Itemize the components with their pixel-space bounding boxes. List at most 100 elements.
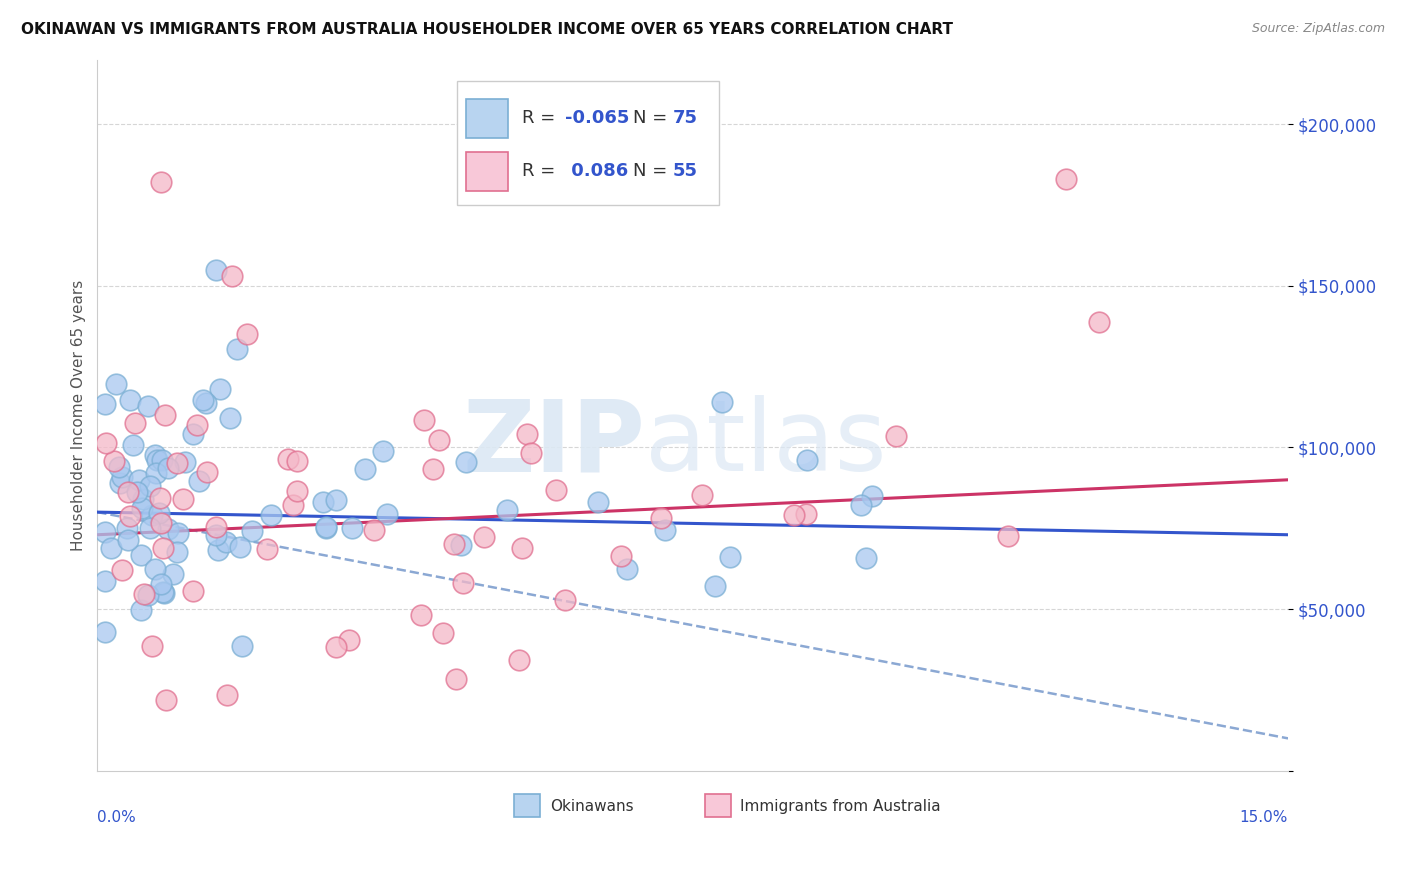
Point xyxy=(508,653,530,667)
Point xyxy=(117,484,139,499)
Point xyxy=(315,521,337,535)
Point xyxy=(231,639,253,653)
Point xyxy=(103,454,125,468)
Point xyxy=(152,585,174,599)
Point xyxy=(194,395,217,409)
Point xyxy=(450,538,472,552)
Point xyxy=(412,413,434,427)
Point xyxy=(221,269,243,284)
Text: 0.086: 0.086 xyxy=(565,162,628,180)
Text: 55: 55 xyxy=(672,162,697,180)
Point xyxy=(281,499,304,513)
Point xyxy=(117,533,139,548)
Point xyxy=(162,566,184,581)
Point xyxy=(215,535,238,549)
Point xyxy=(354,462,377,476)
Point xyxy=(96,435,118,450)
Point xyxy=(855,551,877,566)
Point xyxy=(520,446,543,460)
Point xyxy=(120,509,142,524)
Point xyxy=(783,508,806,522)
Point xyxy=(496,502,519,516)
Point xyxy=(849,498,872,512)
Point xyxy=(145,466,167,480)
Point xyxy=(704,579,727,593)
Point xyxy=(139,479,162,493)
Point xyxy=(155,408,177,422)
Point xyxy=(136,399,159,413)
Text: Okinawans: Okinawans xyxy=(550,798,634,814)
Point xyxy=(363,524,385,538)
Point xyxy=(456,455,478,469)
Point xyxy=(108,460,131,475)
Point xyxy=(315,520,337,534)
Point xyxy=(146,453,169,467)
Point xyxy=(156,460,179,475)
Point xyxy=(1054,172,1077,186)
Point xyxy=(131,603,153,617)
Point xyxy=(110,475,132,490)
Point xyxy=(94,625,117,640)
Point xyxy=(118,392,141,407)
Point xyxy=(256,541,278,556)
Point xyxy=(794,507,817,521)
Text: 15.0%: 15.0% xyxy=(1240,810,1288,825)
FancyBboxPatch shape xyxy=(515,794,540,817)
Point xyxy=(654,523,676,537)
Text: atlas: atlas xyxy=(645,395,887,492)
Point xyxy=(149,491,172,505)
Point xyxy=(94,397,117,411)
Point xyxy=(1087,315,1109,329)
Point xyxy=(149,516,172,530)
Text: Source: ZipAtlas.com: Source: ZipAtlas.com xyxy=(1251,22,1385,36)
Text: R =: R = xyxy=(523,109,561,127)
Point xyxy=(152,541,174,556)
Point xyxy=(236,327,259,342)
FancyBboxPatch shape xyxy=(467,99,508,138)
Point xyxy=(132,492,155,507)
Point xyxy=(218,410,240,425)
Point xyxy=(371,444,394,458)
Point xyxy=(188,474,211,488)
Point xyxy=(129,548,152,562)
Point xyxy=(166,456,188,470)
Point xyxy=(215,688,238,702)
Point xyxy=(443,536,465,550)
Text: N =: N = xyxy=(633,109,673,127)
Point xyxy=(207,543,229,558)
Point xyxy=(186,418,208,433)
Point xyxy=(122,438,145,452)
Y-axis label: Householder Income Over 65 years: Householder Income Over 65 years xyxy=(72,279,86,550)
Point xyxy=(546,483,568,497)
Point xyxy=(94,574,117,588)
Point xyxy=(148,506,170,520)
FancyBboxPatch shape xyxy=(467,152,508,191)
Point xyxy=(325,640,347,654)
Point xyxy=(427,434,450,448)
Point xyxy=(422,462,444,476)
Point xyxy=(229,541,252,555)
Point xyxy=(342,521,364,535)
Point xyxy=(610,549,633,564)
Point xyxy=(616,562,638,576)
Point xyxy=(690,488,713,502)
Point xyxy=(586,495,609,509)
Point xyxy=(375,507,398,521)
Point xyxy=(125,485,148,500)
Point xyxy=(94,525,117,540)
Text: Immigrants from Australia: Immigrants from Australia xyxy=(741,798,941,814)
Point xyxy=(886,428,908,442)
Point xyxy=(111,470,134,484)
Point xyxy=(260,508,283,523)
Point xyxy=(472,530,495,544)
Point xyxy=(191,393,214,408)
Point xyxy=(409,608,432,623)
Point xyxy=(143,448,166,462)
Point xyxy=(650,511,672,525)
Point xyxy=(143,562,166,576)
Point xyxy=(337,632,360,647)
Point xyxy=(100,541,122,555)
Point xyxy=(105,377,128,392)
Point xyxy=(150,452,173,467)
Point xyxy=(138,588,160,602)
